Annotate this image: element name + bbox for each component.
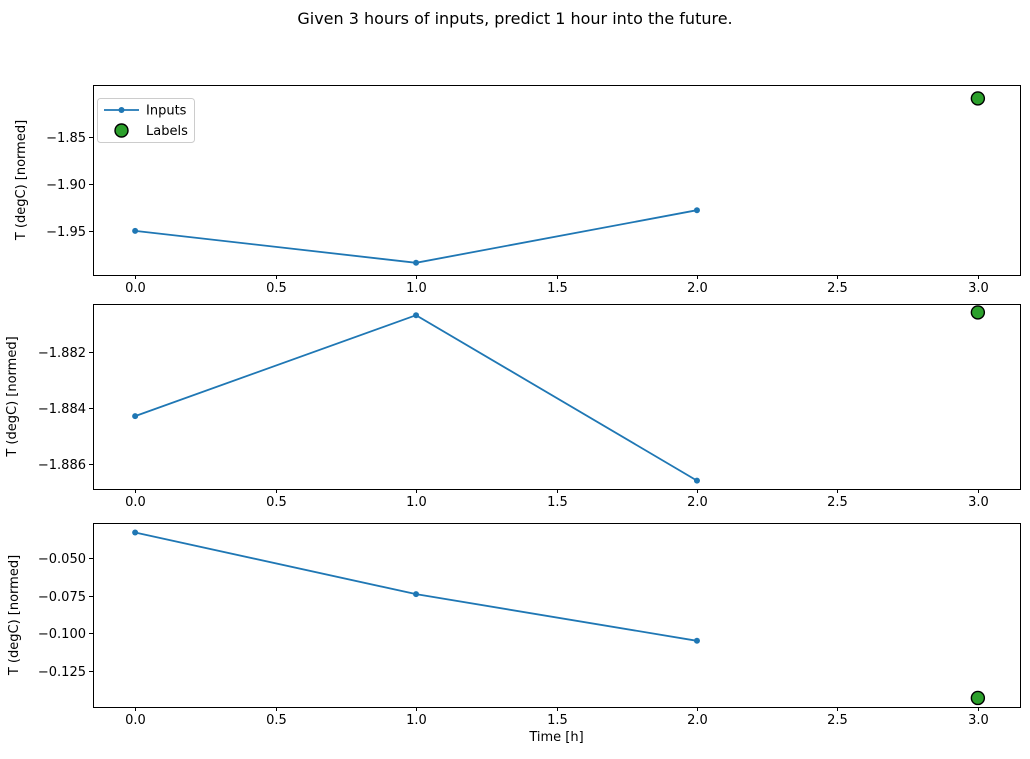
inputs-marker <box>132 413 139 420</box>
legend: Inputs Labels <box>97 98 195 143</box>
y-axis-label: T (degC) [normed] <box>7 555 22 676</box>
x-tick-label: 0.0 <box>125 713 146 728</box>
x-tick-label: 3.0 <box>968 281 989 296</box>
x-tick-label: 1.5 <box>547 281 568 296</box>
figure-title: Given 3 hours of inputs, predict 1 hour … <box>297 9 733 28</box>
y-tick-label: −1.884 <box>38 402 86 417</box>
x-tick-label: 3.0 <box>968 713 989 728</box>
subplot-3: 0.0 0.5 1.0 1.5 2.0 2.5 3.0 −0.125 −0.100 −0.075 −… <box>7 523 1021 745</box>
x-tick-label: 2.0 <box>687 495 708 510</box>
x-tick-label: 1.0 <box>406 713 427 728</box>
inputs-line <box>134 209 698 264</box>
legend-circle-icon <box>114 123 129 138</box>
x-tick-label: 0.0 <box>125 281 146 296</box>
labels-point <box>970 690 986 706</box>
y-tick-label: −0.100 <box>38 627 86 642</box>
x-tick-label: 1.5 <box>547 713 568 728</box>
legend-entry-labels: Labels <box>114 123 188 139</box>
x-tick-label: 0.5 <box>266 713 287 728</box>
inputs-marker <box>132 529 139 536</box>
y-axis-label: T (degC) [normed] <box>5 336 20 457</box>
legend-line-dot-icon <box>118 107 125 113</box>
inputs-marker <box>693 477 700 484</box>
labels-point <box>970 305 986 320</box>
x-axis-label: Time [h] <box>528 730 583 745</box>
x-tick-label: 0.5 <box>266 281 287 296</box>
x-tick-label: 2.5 <box>827 495 848 510</box>
x-tick-label: 2.0 <box>687 281 708 296</box>
inputs-marker <box>693 207 700 214</box>
x-tick-label: 2.0 <box>687 713 708 728</box>
y-tick-label: −1.90 <box>46 178 86 193</box>
inputs-line <box>134 531 698 642</box>
y-tick-label: −0.050 <box>38 552 86 567</box>
y-tick-label: −1.886 <box>38 458 86 473</box>
inputs-line <box>134 314 698 482</box>
x-tick-label: 2.5 <box>827 281 848 296</box>
inputs-marker <box>132 227 139 234</box>
x-tick-label: 0.0 <box>125 495 146 510</box>
x-tick-label: 0.5 <box>266 495 287 510</box>
y-tick-label: −1.882 <box>38 346 86 361</box>
axes-border <box>93 523 1021 708</box>
x-tick-label: 3.0 <box>968 495 989 510</box>
x-tick-label: 1.5 <box>547 495 568 510</box>
y-tick-label: −1.95 <box>46 225 86 240</box>
legend-entry-inputs: Inputs <box>104 104 187 119</box>
legend-label: Inputs <box>146 104 187 119</box>
axes-border <box>93 85 1021 276</box>
x-tick-label: 1.0 <box>406 495 427 510</box>
inputs-marker <box>413 312 420 319</box>
x-tick-label: 2.5 <box>827 713 848 728</box>
y-tick-label: −0.125 <box>38 665 86 680</box>
x-tick-label: 1.0 <box>406 281 427 296</box>
axes-border <box>93 304 1021 490</box>
legend-label: Labels <box>146 124 188 139</box>
subplot-1: 0.0 0.5 1.0 1.5 2.0 2.5 3.0 −1.95 −1.90 −1.85 T (d… <box>14 85 1021 296</box>
subplot-2: 0.0 0.5 1.0 1.5 2.0 2.5 3.0 −1.886 −1.884 −1.882 T… <box>5 304 1021 510</box>
y-tick-label: −0.075 <box>38 590 86 605</box>
inputs-marker <box>413 591 420 598</box>
inputs-marker <box>413 259 420 266</box>
labels-point <box>970 91 986 106</box>
inputs-marker <box>693 637 700 644</box>
y-tick-label: −1.85 <box>46 131 86 146</box>
y-axis-label: T (degC) [normed] <box>14 120 29 241</box>
